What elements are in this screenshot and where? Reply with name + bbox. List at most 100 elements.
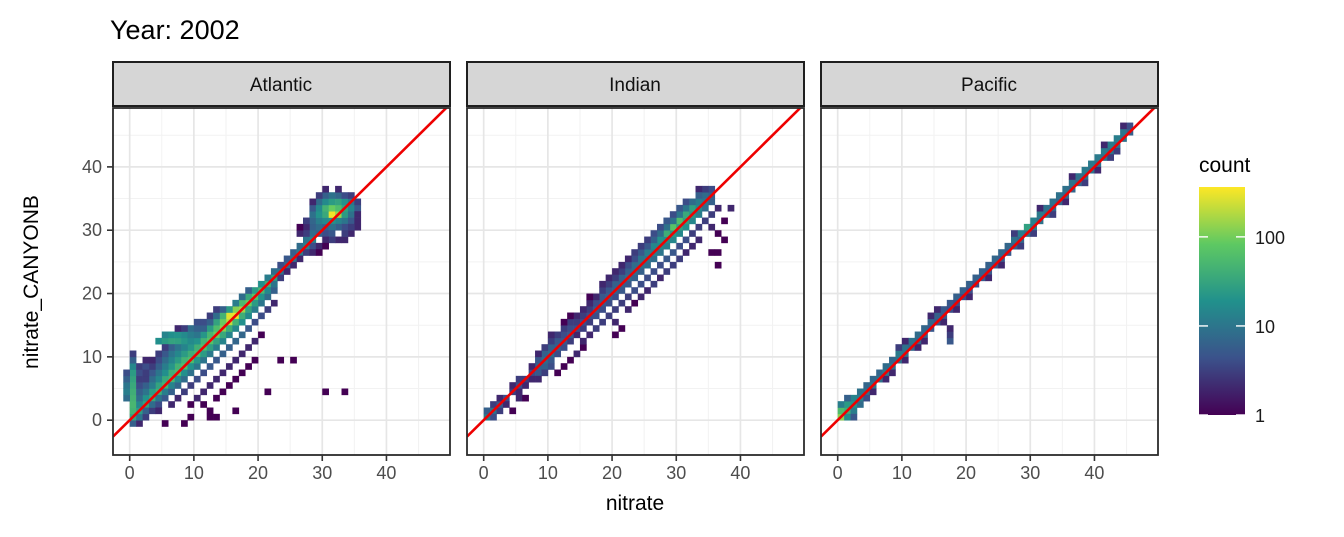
count-bin xyxy=(695,211,703,218)
count-bin xyxy=(328,192,336,199)
count-bin xyxy=(631,255,639,263)
count-bin xyxy=(579,325,587,332)
count-bin xyxy=(181,420,188,427)
count-bin xyxy=(515,394,523,402)
legend-gradient-bar xyxy=(1199,187,1245,415)
count-bin xyxy=(251,287,259,294)
count-bin xyxy=(155,407,163,415)
count-bin xyxy=(624,261,632,269)
count-bin xyxy=(1068,173,1076,180)
count-bin xyxy=(187,331,195,339)
count-bin xyxy=(721,236,728,244)
count-bin xyxy=(946,299,954,307)
count-bin xyxy=(1120,122,1127,130)
count-bin xyxy=(303,249,310,256)
count-bin xyxy=(876,369,883,377)
count-bin xyxy=(354,217,362,225)
count-bin xyxy=(200,401,208,408)
count-bin xyxy=(554,369,562,377)
count-bin xyxy=(1081,179,1089,187)
count-bin xyxy=(142,413,150,421)
panel-border xyxy=(112,107,451,456)
count-bin xyxy=(1094,154,1102,161)
count-bin xyxy=(123,394,130,402)
y-tick-label: 30 xyxy=(82,220,102,240)
count-bin xyxy=(1062,185,1070,193)
count-bin xyxy=(676,230,683,237)
count-bin xyxy=(1113,147,1121,155)
count-bin xyxy=(245,363,252,370)
count-bin xyxy=(573,331,581,339)
count-bin xyxy=(882,375,890,383)
count-bin xyxy=(676,217,683,225)
count-bin xyxy=(844,401,851,408)
count-bin xyxy=(277,261,285,269)
count-bin xyxy=(483,407,491,415)
count-bin xyxy=(193,318,201,326)
count-bin xyxy=(946,325,954,332)
facet-strip-label-pacific: Pacific xyxy=(961,75,1017,96)
count-bin xyxy=(290,261,297,269)
count-bin xyxy=(714,230,722,237)
count-bin xyxy=(592,312,600,320)
count-bin xyxy=(509,382,517,389)
count-bin xyxy=(161,356,169,364)
count-bin xyxy=(174,344,182,351)
count-bin xyxy=(238,350,246,358)
count-bin xyxy=(181,350,188,358)
count-bin xyxy=(174,363,182,370)
count-bin xyxy=(213,318,220,326)
count-bin xyxy=(599,306,606,313)
count-bin xyxy=(953,306,960,313)
count-bin xyxy=(206,325,214,332)
count-bin xyxy=(663,242,671,250)
count-bin xyxy=(168,369,175,377)
count-bin xyxy=(264,287,272,294)
count-bin xyxy=(586,331,594,339)
count-bin xyxy=(123,369,130,377)
count-bin xyxy=(206,318,214,326)
count-bin xyxy=(650,268,658,275)
count-bin xyxy=(142,407,150,415)
count-bin xyxy=(586,306,594,313)
count-bin xyxy=(701,217,709,225)
identity-line xyxy=(821,108,1156,438)
identity-line xyxy=(467,108,802,438)
count-bin xyxy=(689,242,696,250)
count-bin xyxy=(187,401,195,408)
count-bin xyxy=(136,394,143,402)
y-tick-label: 0 xyxy=(92,410,102,430)
count-bin xyxy=(129,375,137,383)
count-bin xyxy=(168,350,175,358)
count-bin xyxy=(1055,192,1063,199)
count-bin xyxy=(669,223,677,231)
count-bin xyxy=(315,198,323,206)
count-bin xyxy=(1120,128,1127,136)
count-bin xyxy=(315,211,323,218)
count-bin xyxy=(322,185,329,193)
count-bin xyxy=(315,249,323,256)
count-bin xyxy=(618,268,626,275)
count-bin xyxy=(927,318,935,326)
count-bin xyxy=(708,223,716,231)
count-bin xyxy=(612,280,619,288)
count-bin xyxy=(1081,166,1089,174)
count-bin xyxy=(161,344,169,351)
count-bin xyxy=(296,255,304,263)
count-bin xyxy=(303,236,310,244)
count-bin xyxy=(187,344,195,351)
count-bin xyxy=(708,249,716,256)
count-bin xyxy=(187,350,195,358)
count-bin xyxy=(490,413,497,421)
count-bin xyxy=(251,318,259,326)
count-bin xyxy=(701,192,709,199)
count-bin xyxy=(245,325,252,332)
count-bin xyxy=(341,388,349,396)
count-bin xyxy=(142,388,150,396)
count-bin xyxy=(889,369,896,377)
count-bin xyxy=(155,337,163,345)
count-bin xyxy=(618,299,626,307)
count-bin xyxy=(200,318,208,326)
count-bin xyxy=(567,318,574,326)
